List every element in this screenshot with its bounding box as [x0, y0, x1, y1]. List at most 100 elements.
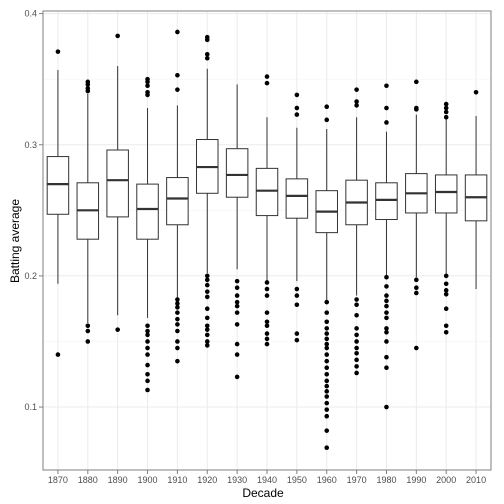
x-tick-label: 1870: [48, 475, 68, 485]
outlier-point: [354, 326, 359, 331]
y-tick-label: 0.3: [24, 140, 37, 150]
outlier-point: [324, 378, 330, 384]
outlier-point: [354, 99, 359, 104]
x-tick-label: 1910: [167, 475, 187, 485]
outlier-point: [264, 310, 270, 315]
box-1900: [136, 108, 159, 318]
outlier-point: [115, 327, 120, 332]
outlier-point: [175, 305, 180, 310]
outlier-point: [443, 281, 449, 287]
outlier-point: [204, 289, 210, 294]
outlier-layer: [55, 29, 479, 451]
outlier-point: [234, 299, 240, 305]
outlier-point: [354, 312, 359, 318]
outlier-point: [175, 87, 180, 92]
outlier-point: [55, 352, 61, 357]
x-tick-label: 1950: [287, 475, 307, 485]
outlier-point: [264, 323, 270, 329]
outlier-point: [324, 407, 330, 412]
outlier-point: [324, 341, 330, 347]
outlier-point: [294, 302, 300, 308]
outlier-point: [175, 310, 180, 315]
outlier-point: [324, 352, 330, 357]
outlier-point: [294, 286, 300, 292]
outlier-point: [384, 105, 389, 111]
outlier-point: [204, 315, 210, 321]
outlier-point: [145, 79, 150, 85]
outlier-point: [414, 277, 419, 283]
outlier-point: [175, 322, 180, 327]
outlier-point: [145, 328, 150, 334]
x-axis-title: Decade: [242, 486, 284, 500]
x-axis-ticks: 1870 1880 1890 1900 1910 1920 1930 1940 1950 1960…: [48, 470, 486, 485]
outlier-point: [145, 323, 150, 329]
outlier-point: [384, 293, 389, 298]
outlier-point: [354, 345, 359, 351]
outlier-point: [384, 120, 389, 125]
y-tick-label: 0.1: [24, 402, 37, 412]
outlier-point: [324, 345, 330, 351]
outlier-point: [384, 83, 389, 89]
outlier-point: [264, 341, 270, 347]
outlier-point: [354, 302, 359, 308]
outlier-point: [354, 87, 359, 92]
outlier-point: [443, 291, 449, 297]
outlier-point: [294, 293, 300, 298]
outlier-point: [234, 303, 240, 309]
outlier-point: [473, 90, 479, 95]
box-1910: [166, 105, 189, 299]
box-1950: [285, 127, 309, 282]
box-2000: [434, 118, 458, 275]
outlier-point: [324, 310, 330, 315]
box-1980: [375, 131, 398, 276]
box-1920: [196, 68, 219, 274]
box-1970: [345, 117, 368, 296]
outlier-point: [384, 354, 389, 360]
box-1880: [76, 93, 100, 324]
box-iqr: [106, 149, 129, 218]
outlier-point: [85, 88, 91, 94]
outlier-point: [175, 301, 180, 306]
outlier-point: [324, 336, 330, 342]
outlier-point: [354, 297, 359, 302]
x-tick-label: 1970: [347, 475, 367, 485]
outlier-point: [384, 298, 389, 304]
outlier-point: [204, 55, 210, 61]
outlier-point: [384, 310, 389, 315]
x-tick-label: 2000: [436, 475, 456, 485]
outlier-point: [443, 105, 449, 111]
outlier-point: [354, 339, 359, 344]
outlier-point: [234, 322, 240, 327]
outlier-point: [204, 37, 210, 43]
outlier-point: [414, 290, 419, 296]
outlier-point: [324, 371, 330, 377]
outlier-point: [294, 331, 300, 336]
outlier-point: [175, 316, 180, 322]
outlier-point: [145, 83, 150, 89]
outlier-point: [443, 114, 449, 120]
outlier-point: [294, 105, 300, 111]
outlier-point: [324, 331, 330, 336]
outlier-point: [264, 280, 270, 285]
outlier-point: [324, 413, 330, 419]
outlier-point: [145, 352, 150, 357]
outlier-point: [204, 327, 210, 332]
outlier-point: [204, 339, 210, 344]
x-tick-label: 1900: [138, 475, 158, 485]
box-2010: [464, 115, 488, 290]
outlier-point: [324, 428, 330, 433]
outlier-point: [264, 80, 270, 86]
outlier-point: [384, 330, 389, 335]
outlier-point: [414, 345, 419, 351]
outlier-point: [294, 112, 300, 117]
outlier-point: [204, 51, 210, 57]
outlier-point: [324, 400, 330, 406]
outlier-point: [443, 323, 449, 329]
box-iqr: [434, 174, 458, 214]
outlier-point: [443, 101, 449, 107]
outlier-point: [204, 323, 210, 329]
box-iqr: [225, 148, 249, 198]
outlier-point: [294, 92, 300, 98]
outlier-point: [204, 332, 210, 338]
